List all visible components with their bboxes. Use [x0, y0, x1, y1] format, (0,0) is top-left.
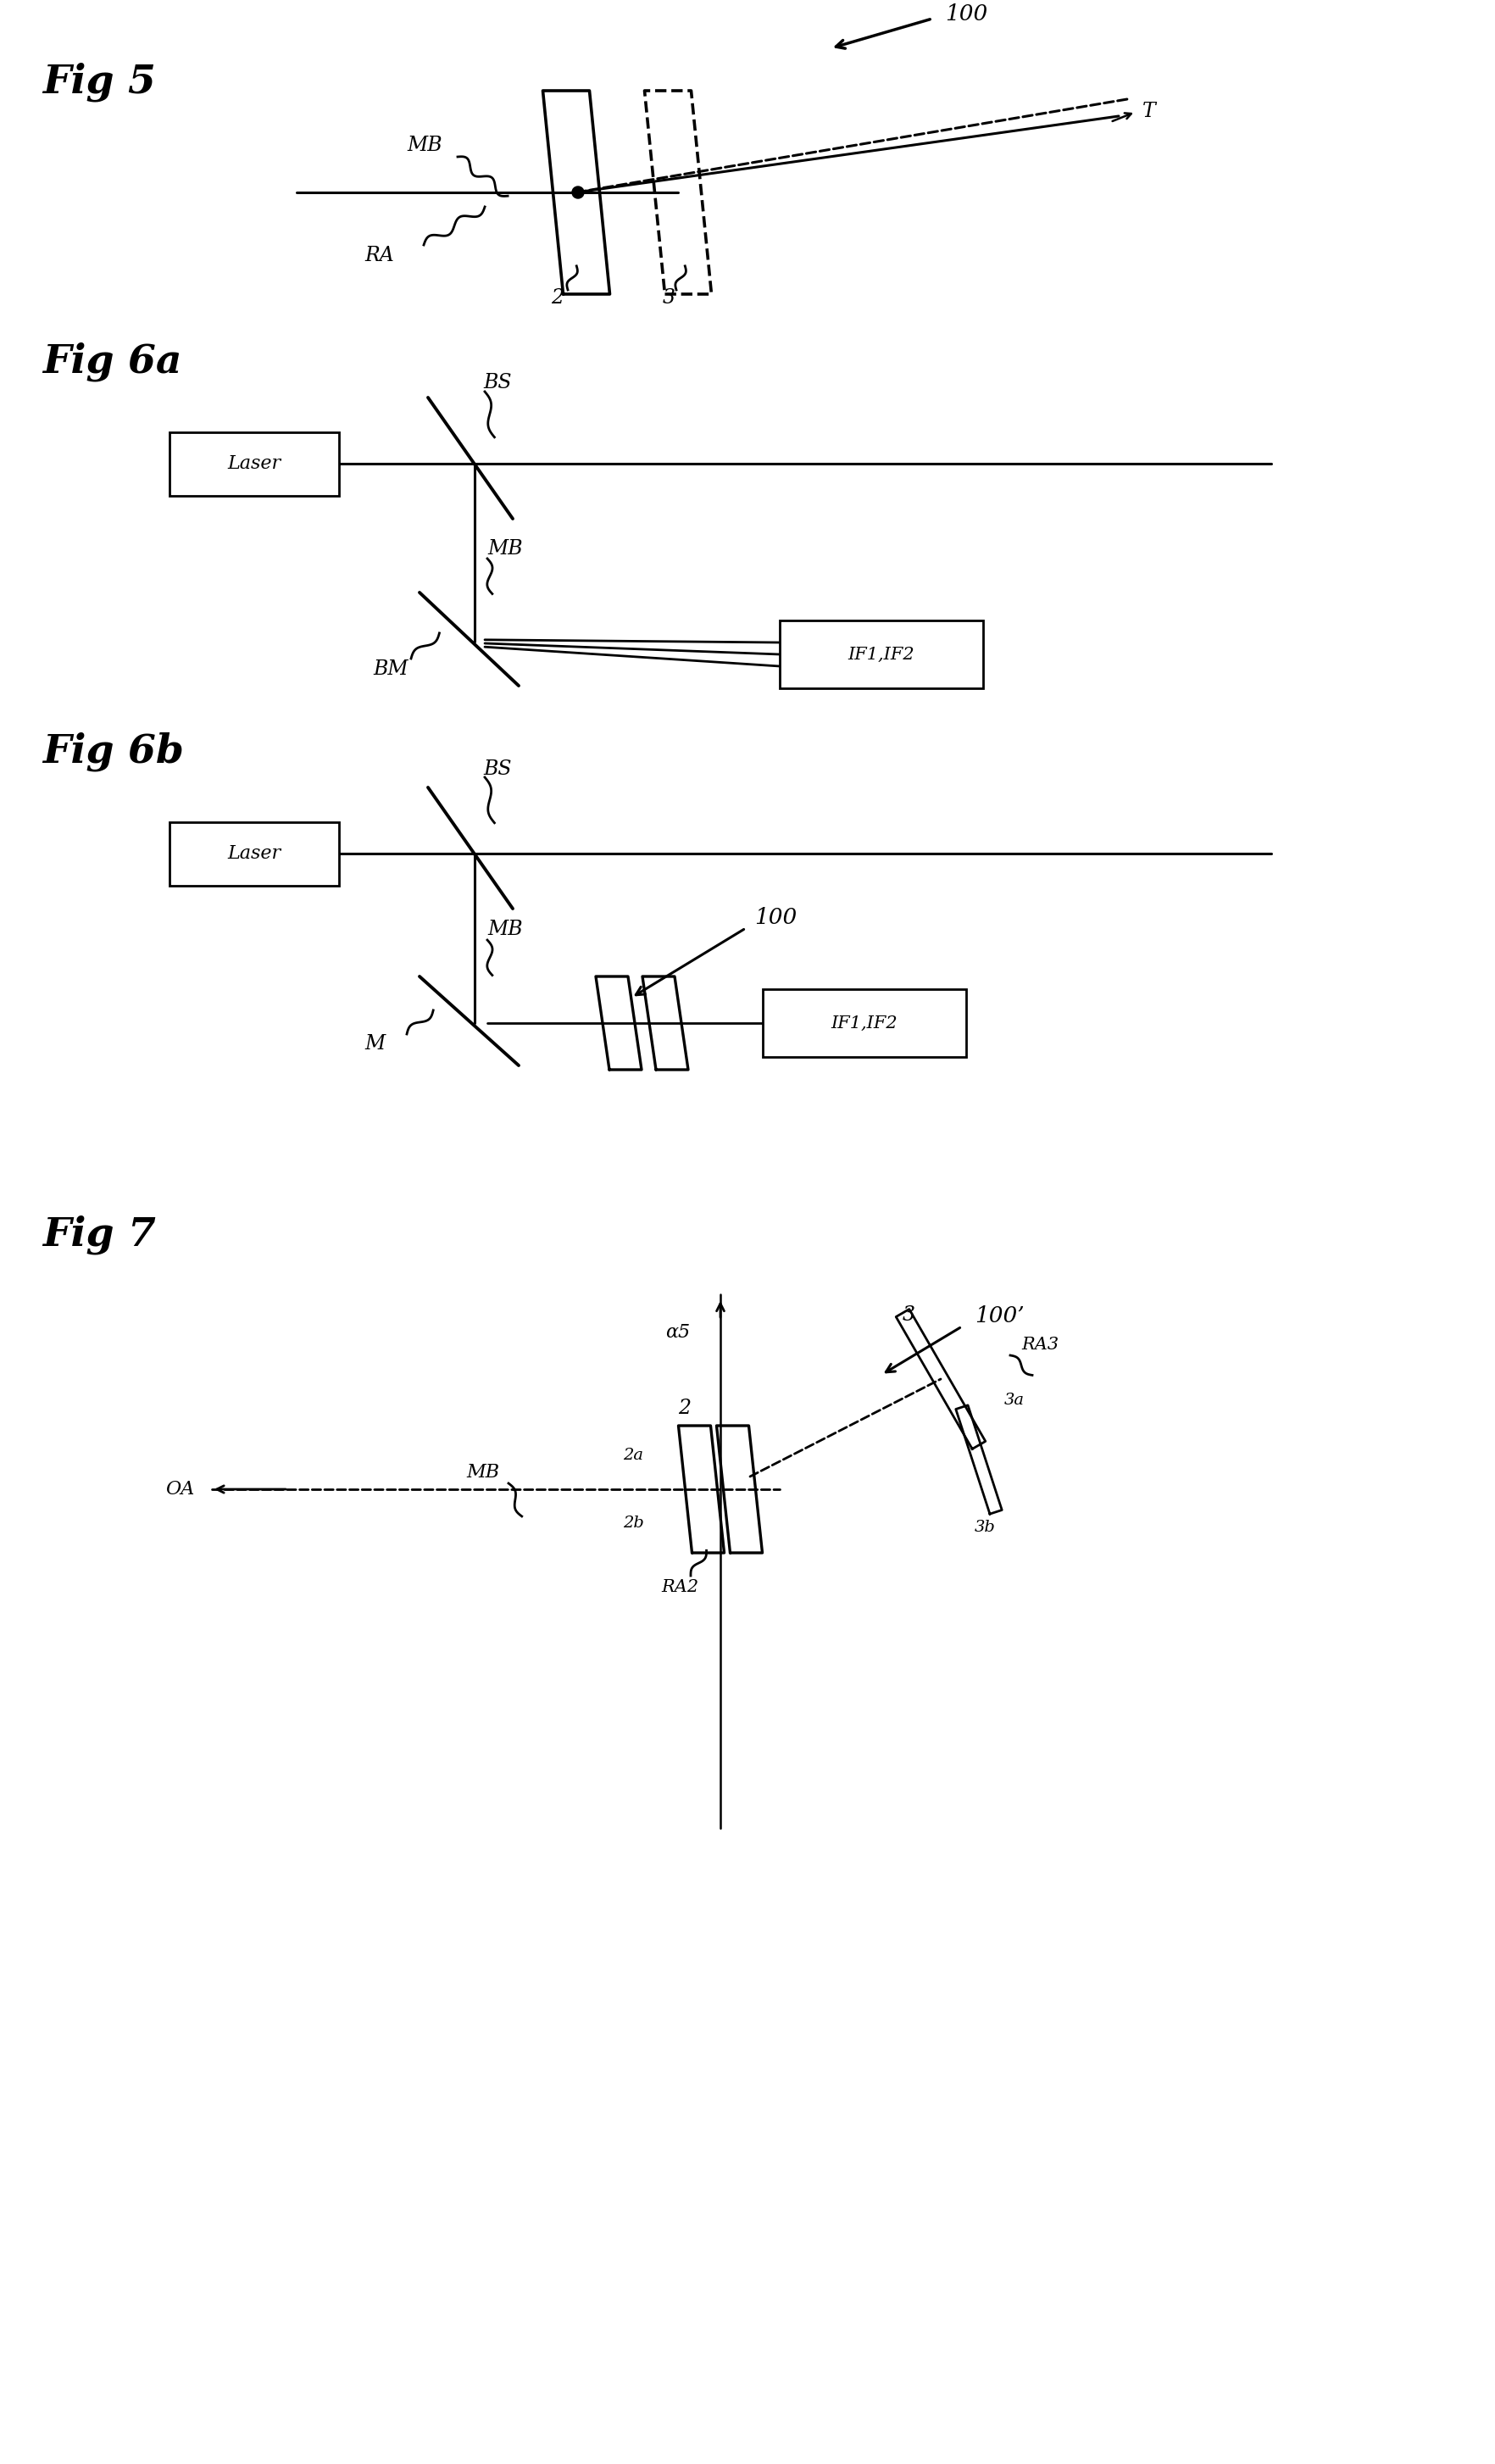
- Text: Fig 6a: Fig 6a: [42, 342, 182, 382]
- Text: Laser: Laser: [227, 453, 281, 473]
- Text: 2: 2: [550, 288, 564, 308]
- Text: MB: MB: [487, 919, 522, 939]
- Text: IF1,IF2: IF1,IF2: [848, 646, 915, 663]
- Text: RA2: RA2: [661, 1579, 698, 1594]
- Text: 2b: 2b: [622, 1515, 644, 1530]
- Text: BS: BS: [483, 759, 511, 779]
- Text: RA: RA: [365, 246, 393, 266]
- Text: Laser: Laser: [227, 845, 281, 862]
- Text: BM: BM: [372, 658, 408, 678]
- Text: MB: MB: [487, 540, 522, 559]
- Text: Fig 7: Fig 7: [42, 1215, 155, 1254]
- Bar: [779, 621, 982, 687]
- Text: 3: 3: [662, 288, 676, 308]
- Bar: [762, 988, 966, 1057]
- Text: MB: MB: [466, 1464, 499, 1481]
- Text: IF1,IF2: IF1,IF2: [831, 1015, 897, 1030]
- Text: 3a: 3a: [1003, 1392, 1024, 1407]
- Text: M: M: [365, 1035, 384, 1055]
- Text: RA3: RA3: [1021, 1338, 1058, 1353]
- Text: α5: α5: [665, 1323, 689, 1343]
- Text: Fig 6b: Fig 6b: [42, 732, 184, 771]
- Text: OA: OA: [166, 1481, 194, 1498]
- Text: BS: BS: [483, 375, 511, 392]
- Circle shape: [571, 187, 583, 197]
- Bar: [169, 823, 339, 885]
- Text: MB: MB: [407, 136, 443, 155]
- Text: 3: 3: [901, 1306, 915, 1326]
- Bar: [169, 431, 339, 495]
- Text: T: T: [1142, 101, 1156, 121]
- Text: 3b: 3b: [975, 1520, 996, 1535]
- Text: 2a: 2a: [622, 1449, 643, 1464]
- Text: 100: 100: [753, 907, 797, 929]
- Text: 2: 2: [677, 1400, 691, 1419]
- Text: 100’: 100’: [975, 1306, 1024, 1326]
- Text: 100: 100: [945, 5, 987, 25]
- Text: Fig 5: Fig 5: [42, 62, 155, 101]
